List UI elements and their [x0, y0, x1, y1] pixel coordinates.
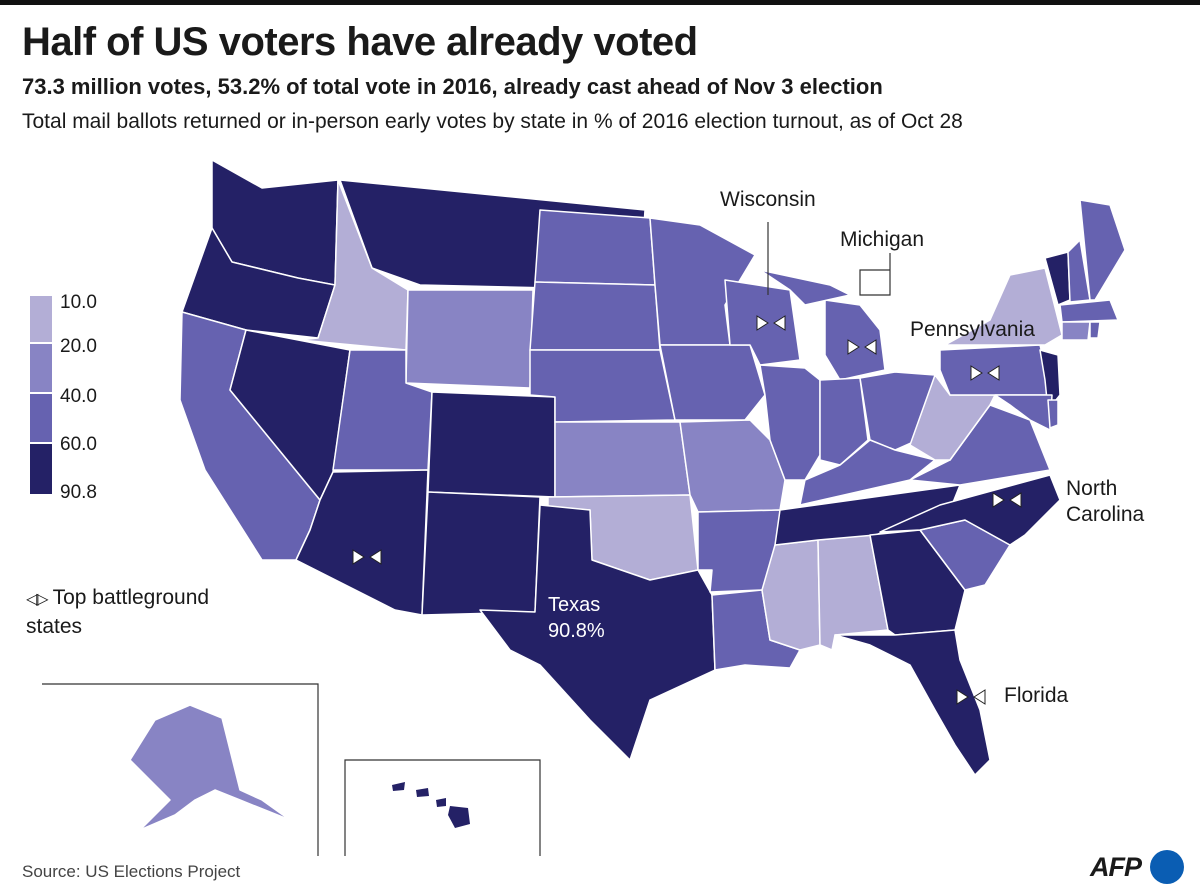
state-new-mexico — [421, 491, 541, 616]
state-michigan-lp — [824, 299, 886, 381]
state-idaho — [299, 179, 409, 351]
state-kansas — [554, 421, 691, 498]
state-wyoming — [405, 289, 534, 389]
battleground-marker-florida — [956, 689, 986, 705]
state-rhode-island — [1089, 321, 1101, 339]
legend-swatch-3 — [30, 394, 52, 442]
state-delaware — [1047, 399, 1059, 429]
chart-description: Total mail ballots returned or in-person… — [22, 110, 963, 133]
legend-swatch-2 — [30, 344, 52, 392]
label-wisconsin: Wisconsin — [720, 188, 816, 211]
label-texas: Texas 90.8% — [548, 592, 605, 644]
state-kentucky — [799, 439, 936, 506]
chart-title: Half of US voters have already voted — [22, 20, 698, 64]
state-connecticut — [1061, 321, 1091, 341]
state-minnesota — [649, 217, 756, 346]
state-maryland — [994, 394, 1053, 431]
state-alaska — [129, 704, 291, 831]
michigan-leader — [859, 253, 891, 296]
label-north-carolina-line2: Carolina — [1066, 503, 1145, 526]
alaska-inset-frame — [42, 683, 319, 856]
source-note: Source: US Elections Project — [22, 862, 241, 881]
battleground-legend-line1: Top battleground — [52, 586, 210, 609]
state-florida — [834, 629, 991, 776]
battleground-marker-pennsylvania — [970, 365, 1000, 381]
chart-subtitle: 73.3 million votes, 53.2% of total vote … — [22, 74, 883, 99]
battleground-marker-michigan — [847, 339, 877, 355]
label-pennsylvania: Pennsylvania — [910, 318, 1035, 341]
legend-swatch-4 — [30, 444, 52, 494]
legend-swatch-1 — [30, 296, 52, 342]
battleground-legend-line2: states — [26, 615, 83, 638]
state-north-dakota — [534, 209, 656, 286]
legend-tick-4: 60.0 — [60, 434, 97, 455]
battleground-marker-wisconsin — [756, 315, 786, 331]
label-texas-value: 90.8% — [548, 620, 605, 642]
state-hawaii — [392, 782, 470, 828]
battleground-marker-arizona — [352, 549, 382, 565]
legend-tick-2: 20.0 — [60, 336, 97, 357]
top-rule — [0, 0, 1200, 5]
legend-tick-5: 90.8 — [60, 482, 97, 503]
label-north-carolina: North Carolina — [1066, 476, 1144, 528]
state-michigan-up — [759, 269, 851, 306]
state-south-dakota — [529, 281, 661, 351]
afp-logo-dot-icon — [1150, 850, 1184, 884]
label-texas-name: Texas — [548, 594, 601, 616]
state-colorado — [427, 391, 556, 498]
battleground-glyph-icon: ◁▷ — [26, 591, 49, 608]
state-missouri — [679, 419, 786, 513]
hawaii-inset-frame — [344, 759, 541, 856]
state-arizona — [295, 469, 429, 616]
state-north-carolina — [879, 474, 1061, 546]
label-michigan: Michigan — [840, 228, 925, 251]
afp-logo: AFP — [1090, 852, 1142, 882]
state-new-york — [944, 267, 1063, 346]
state-texas — [479, 504, 716, 761]
state-massachusetts — [1059, 299, 1119, 323]
label-north-carolina-line1: North — [1066, 477, 1118, 500]
legend-tick-3: 40.0 — [60, 386, 97, 407]
battleground-marker-north-carolina — [992, 492, 1022, 508]
label-florida: Florida — [1004, 684, 1069, 707]
state-maine — [1079, 199, 1126, 301]
battleground-legend: ◁▷ Top battleground states — [26, 584, 209, 640]
legend-tick-1: 10.0 — [60, 292, 97, 313]
state-iowa — [659, 344, 766, 421]
